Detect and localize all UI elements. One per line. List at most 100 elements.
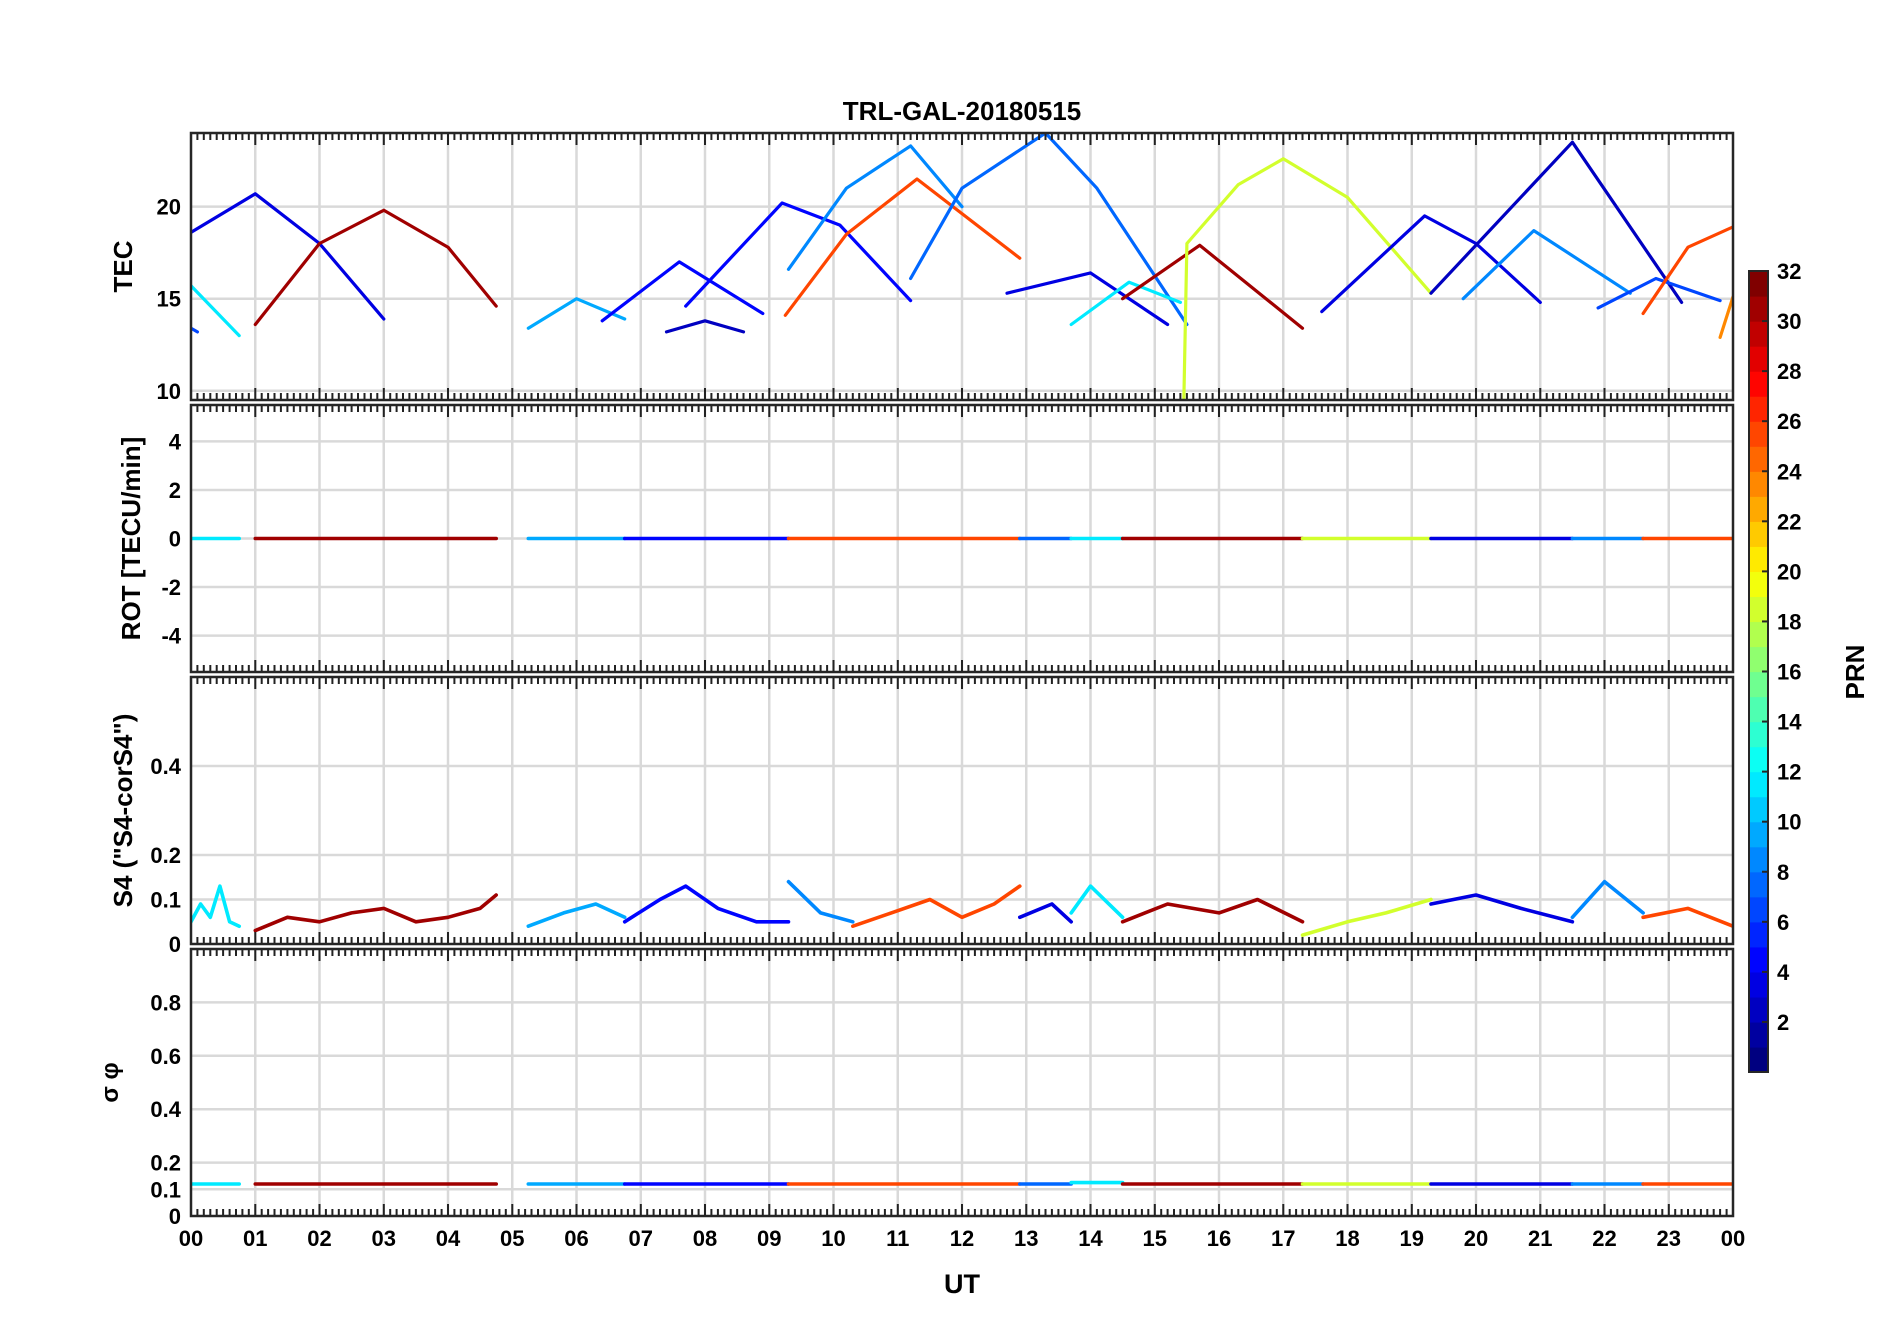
series-line — [786, 144, 964, 271]
y-tick-label: 0.1 — [150, 1177, 181, 1202]
series-line — [1461, 229, 1632, 301]
x-tick-label: 11 — [886, 1226, 909, 1251]
colorbar-tick-label: 4 — [1777, 960, 1790, 985]
y-tick-label: 0.4 — [150, 1097, 181, 1122]
chart-title: TRL-GAL-20180515 — [843, 96, 1081, 126]
colorbar-tick-label: 2 — [1777, 1010, 1789, 1035]
axes-box — [189, 675, 1735, 946]
colorbar-cell — [1749, 696, 1768, 723]
y-tick-label: 10 — [157, 379, 181, 404]
x-tick-label: 18 — [1335, 1226, 1359, 1251]
colorbar-cell — [1749, 396, 1768, 422]
y-tick-label: 4 — [169, 429, 182, 454]
y-tick-label: 0 — [169, 932, 181, 957]
colorbar-cell — [1749, 271, 1768, 297]
series-line — [664, 319, 746, 334]
y-tick-label: 15 — [157, 287, 181, 312]
x-tick-label: 06 — [564, 1226, 588, 1251]
series-line — [1429, 140, 1684, 304]
x-tick-label: 15 — [1143, 1226, 1167, 1251]
x-axis-label: UT — [944, 1269, 980, 1299]
x-tick-labels: 00 01 02 03 04 05 06 07 08 09 10 11 12 13 14 15 16 17 18 19… — [179, 1226, 1745, 1251]
colorbar-cell — [1749, 321, 1768, 347]
colorbar-tick-label: 30 — [1777, 309, 1801, 334]
colorbar-cell — [1749, 421, 1768, 447]
series-line — [786, 879, 855, 924]
y-tick-label: 0 — [169, 527, 181, 552]
series-line — [1718, 295, 1733, 339]
x-tick-label: 19 — [1400, 1226, 1424, 1251]
y-tick-label: 0.6 — [150, 1044, 181, 1069]
colorbar-cell — [1749, 771, 1768, 798]
colorbar-tick-label: 14 — [1777, 710, 1802, 735]
colorbar-cell — [1749, 371, 1768, 397]
colorbar-tick-label: 16 — [1777, 660, 1801, 685]
series-line — [191, 192, 386, 321]
colorbar-tick-label: 26 — [1777, 409, 1801, 434]
series-line — [1596, 276, 1722, 310]
series-line — [908, 133, 1189, 327]
y-axis-label: σ φ — [97, 1062, 124, 1102]
series-line — [1300, 897, 1433, 937]
series-line — [1069, 884, 1125, 920]
series-line — [1120, 243, 1305, 330]
colorbar-tick-label: 22 — [1777, 509, 1801, 534]
series-line — [622, 884, 791, 924]
x-tick-label: 00 — [179, 1226, 203, 1251]
x-tick-label: 08 — [693, 1226, 717, 1251]
colorbar-cell — [1749, 621, 1768, 648]
series-line — [1641, 906, 1733, 929]
y-axis-label: S4 ("S4-corS4") — [108, 714, 138, 908]
colorbar-cell — [1749, 571, 1768, 598]
x-tick-label: 21 — [1528, 1226, 1552, 1251]
colorbar-tick-label: 10 — [1777, 810, 1801, 835]
colorbar-cell — [1749, 546, 1768, 572]
colorbar-cell — [1749, 471, 1768, 497]
colorbar-tick-label: 28 — [1777, 359, 1801, 384]
series-line — [526, 297, 627, 330]
colorbar-tick-label: 32 — [1777, 259, 1801, 284]
y-tick-label: 0 — [169, 1204, 181, 1229]
x-tick-label: 03 — [372, 1226, 396, 1251]
tec-panel: 10 15 20 TEC — [108, 131, 1735, 404]
y-tick-label: 0.2 — [150, 843, 181, 868]
y-tick-label: 0.8 — [150, 990, 181, 1015]
colorbar-cell — [1749, 1046, 1768, 1073]
x-tick-label: 17 — [1271, 1226, 1295, 1251]
x-tick-label: 07 — [629, 1226, 653, 1251]
series-line — [1120, 897, 1305, 924]
x-tick-label: 01 — [243, 1226, 267, 1251]
series-line — [1017, 902, 1073, 924]
x-tick-label: 02 — [307, 1226, 331, 1251]
colorbar-cell — [1749, 821, 1768, 848]
x-tick-label: 23 — [1657, 1226, 1681, 1251]
colorbar-cell — [1749, 646, 1768, 673]
colorbar-cell — [1749, 346, 1768, 372]
y-tick-label: 2 — [169, 478, 181, 503]
rot-panel: -4 -2 0 2 4 ROT [TECU/min] — [116, 403, 1735, 674]
colorbar-cell — [1749, 671, 1768, 698]
colorbar-label: PRN — [1840, 645, 1870, 700]
colorbar-cell — [1749, 721, 1768, 748]
series-line — [1182, 157, 1433, 400]
colorbar-cell — [1749, 946, 1768, 973]
series-line — [526, 902, 627, 929]
x-tick-label: 05 — [500, 1226, 524, 1251]
axes-box — [189, 403, 1735, 674]
series-line — [600, 260, 765, 323]
colorbar-cell — [1749, 296, 1768, 322]
x-tick-label: 13 — [1014, 1226, 1038, 1251]
series-line — [1570, 879, 1645, 920]
s4-panel: 0 0.1 0.2 0.4 S4 ("S4-corS4") — [108, 675, 1735, 957]
x-tick-label: 04 — [436, 1226, 461, 1251]
colorbar-cell — [1749, 846, 1768, 873]
colorbar-tick-label: 12 — [1777, 760, 1801, 785]
colorbar-cell — [1749, 871, 1768, 898]
colorbar-cell — [1749, 796, 1768, 823]
sigma-phi-panel: 00.10.2 0.4 0.6 0.8 σ φ — [97, 947, 1735, 1229]
x-tick-label: 12 — [950, 1226, 974, 1251]
y-axis-label: TEC — [108, 240, 138, 292]
x-tick-label: 14 — [1078, 1226, 1103, 1251]
